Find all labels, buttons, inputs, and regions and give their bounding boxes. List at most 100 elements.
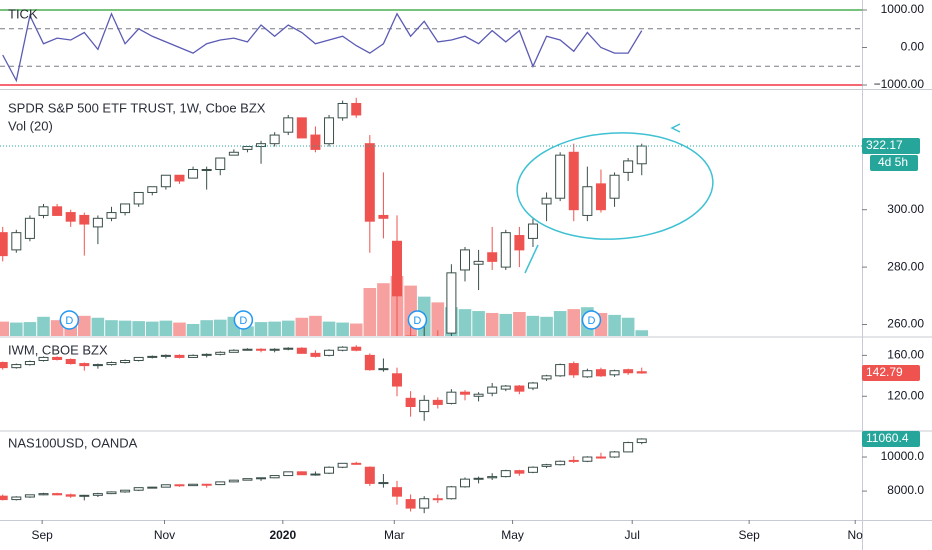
volume-bar (621, 317, 635, 336)
candle-body (52, 356, 63, 360)
candle-body (568, 459, 579, 462)
last-price-box (862, 364, 920, 381)
candle-body (337, 462, 348, 468)
candle-body (609, 174, 620, 199)
tick-line (2, 12, 643, 83)
volume-bar (567, 309, 581, 336)
candle-body (473, 260, 484, 265)
candle-body (242, 348, 253, 351)
candle-body (174, 354, 185, 358)
x-tick-label: Nov (154, 528, 175, 542)
y-tick-label: 280.00 (887, 259, 924, 273)
candle-body (324, 466, 335, 474)
candle-body (215, 351, 226, 355)
dividend-label: D (413, 315, 421, 327)
candle-body (541, 375, 552, 380)
candle-body (541, 464, 552, 467)
pane-title: IWM, CBOE BZX (8, 342, 108, 357)
x-tick-label: Sep (738, 528, 760, 542)
candle-body (92, 364, 103, 367)
candle-body (106, 212, 117, 219)
candle-body (364, 466, 375, 484)
candle-body (174, 484, 185, 487)
candle-body (147, 355, 158, 358)
volume-bar (77, 315, 91, 336)
volume-bar (349, 323, 363, 336)
pane-title: NAS100USD, OANDA (8, 435, 138, 450)
volume-bar (336, 322, 349, 336)
drawn-arrow (670, 123, 681, 133)
plot-layer: 1000.00 0.00 −1000.00 D D D D 300.00 280.00 260.0… (0, 2, 924, 542)
volume-bar (309, 315, 322, 336)
volume-bar (23, 322, 37, 336)
x-tick-label: 2020 (269, 528, 296, 542)
candle-body (527, 223, 538, 239)
candle-body (487, 386, 498, 394)
last-price-box (862, 430, 920, 447)
candle-body (133, 356, 144, 361)
candle-body (120, 203, 131, 214)
candle-body (242, 146, 253, 150)
candle-body (595, 183, 606, 211)
candle-body (555, 154, 566, 199)
y-tick-label: 160.00 (887, 348, 924, 362)
candle-body (296, 347, 307, 354)
volume-bar (526, 315, 540, 336)
candle-body (568, 151, 579, 211)
candle-body (351, 102, 362, 116)
candle-body (555, 364, 566, 377)
candle-body (133, 487, 144, 491)
candle-body (555, 460, 566, 466)
last-price-label: 11060.4 (866, 431, 909, 445)
dividend-marker (581, 310, 602, 330)
candle-body (283, 471, 294, 477)
volume-bar (635, 330, 649, 336)
candle-body (310, 473, 321, 476)
candle-body (133, 191, 144, 205)
pane-title: SPDR S&P 500 ETF TRUST, 1W, Cboe BZX (8, 100, 266, 115)
candle-body (269, 475, 280, 479)
candle-body (378, 482, 389, 485)
volume-bar (0, 321, 10, 336)
dividend-label: D (239, 315, 247, 327)
candle-body (500, 385, 511, 390)
volume-bar (37, 316, 50, 336)
candle-body (500, 232, 511, 268)
candle-body (38, 493, 49, 496)
y-tick-label: 8000.0 (887, 483, 924, 497)
pane-title: TICK (8, 6, 38, 21)
candle-body (432, 498, 443, 501)
last-price-label: 322.17 (866, 138, 903, 152)
candle-body (446, 272, 457, 334)
candle-body (11, 496, 22, 501)
dividend-marker (407, 310, 428, 330)
volume-bar (241, 326, 254, 336)
candle-body (296, 471, 307, 476)
candle-body (487, 252, 498, 262)
candle-body (256, 348, 267, 351)
volume-bar (254, 322, 268, 336)
candle-body (364, 143, 375, 222)
x-tick-label: No (848, 528, 864, 542)
volume-bar (268, 321, 281, 336)
volume-bar (10, 322, 23, 336)
candle-body (65, 494, 76, 497)
pane (0, 438, 647, 514)
pane-subtitle: Vol (20) (8, 118, 53, 133)
countdown-label: 4d 5h (878, 155, 908, 169)
candle-body (24, 361, 35, 366)
candle-body (582, 370, 593, 378)
candle-body (79, 494, 90, 497)
candle-body (595, 369, 606, 377)
candle-body (364, 354, 375, 371)
candle-body (446, 486, 457, 500)
candle-body (459, 249, 470, 271)
volume-bar (186, 324, 200, 336)
y-tick-label: 10000.0 (881, 449, 925, 463)
candle-body (201, 483, 212, 486)
volume-bar (553, 311, 567, 336)
volume-bar (105, 320, 118, 336)
volume-bar (458, 309, 472, 336)
candle-body (79, 363, 90, 367)
